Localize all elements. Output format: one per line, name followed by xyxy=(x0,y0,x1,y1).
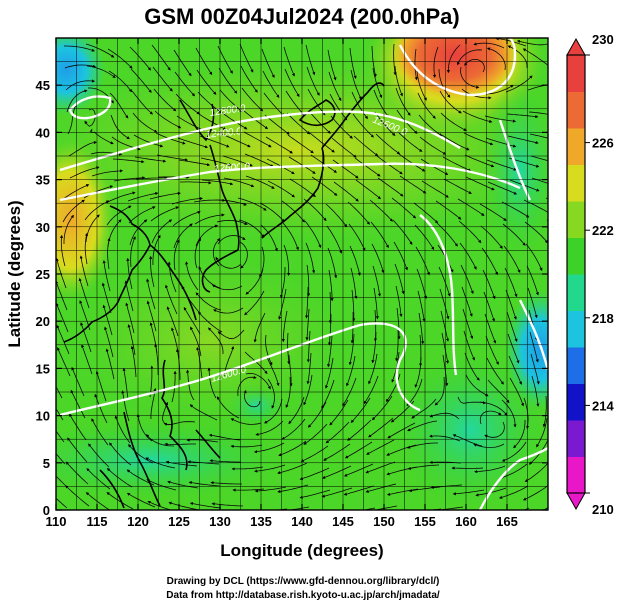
y-tick-label: 5 xyxy=(43,456,50,471)
colorbar-segment xyxy=(567,201,585,238)
colorbar-segment xyxy=(567,274,585,311)
y-tick-label: 25 xyxy=(36,267,50,282)
y-axis: 0 5 10 15 20 25 30 35 40 45 xyxy=(36,78,548,518)
y-tick-label: 20 xyxy=(36,314,50,329)
svg-text:12600.0: 12600.0 xyxy=(213,161,250,175)
colorbar-segment xyxy=(567,237,585,275)
colorbar: 210 214 218 222 226 230 xyxy=(566,32,614,517)
y-tick-label: 40 xyxy=(36,125,50,140)
svg-text:12400.0: 12400.0 xyxy=(205,126,243,141)
colorbar-tick-label: 210 xyxy=(592,502,614,517)
x-tick-label: 130 xyxy=(209,514,231,529)
x-tick-label: 145 xyxy=(332,514,354,529)
colorbar-tick-label: 226 xyxy=(592,136,614,151)
x-tick-label: 135 xyxy=(250,514,272,529)
credit-line-1: Drawing by DCL (https://www.gfd-dennou.o… xyxy=(167,576,440,587)
colorbar-tick-label: 230 xyxy=(592,32,614,47)
colorbar-segment xyxy=(567,420,585,457)
x-tick-label: 140 xyxy=(291,514,313,529)
colorbar-segment xyxy=(567,310,585,348)
svg-text:12800.0: 12800.0 xyxy=(209,103,247,119)
y-tick-label: 10 xyxy=(36,409,50,424)
colorbar-segment xyxy=(567,456,585,494)
credit-line-2: Data from http://database.rish.kyoto-u.a… xyxy=(166,590,440,601)
y-tick-label: 30 xyxy=(36,220,50,235)
x-tick-label: 120 xyxy=(127,514,149,529)
y-tick-label: 15 xyxy=(36,361,50,376)
x-tick-label: 115 xyxy=(87,514,108,529)
y-axis-label: Latitude (degrees) xyxy=(5,200,24,347)
x-tick-label: 160 xyxy=(455,514,477,529)
colorbar-tick-label: 222 xyxy=(592,223,614,238)
y-tick-label: 35 xyxy=(36,173,50,188)
plot-area: 12800.0 12400.0 12600.0 12600.0 12600.0 xyxy=(56,38,548,510)
colorbar-min-triangle xyxy=(566,492,586,511)
y-tick-label: 45 xyxy=(36,78,50,93)
x-axis: 110 115 120 125 130 135 140 145 150 155 160 165 xyxy=(46,38,518,529)
y-tick-label: 0 xyxy=(43,503,50,518)
x-tick-label: 155 xyxy=(414,514,436,529)
chart-title: GSM 00Z04Jul2024 (200.0hPa) xyxy=(144,4,460,29)
colorbar-segment xyxy=(567,128,585,165)
colorbar-segment xyxy=(567,55,585,92)
x-axis-label: Longitude (degrees) xyxy=(220,541,383,560)
x-tick-label: 125 xyxy=(168,514,190,529)
colorbar-tick-label: 218 xyxy=(592,311,614,326)
colorbar-segment xyxy=(567,347,585,384)
colorbar-tick-label: 214 xyxy=(592,398,614,413)
x-tick-label: 165 xyxy=(496,514,518,529)
x-tick-label: 150 xyxy=(373,514,395,529)
colorbar-max-triangle xyxy=(566,37,586,56)
colorbar-segment xyxy=(567,164,585,202)
colorbar-segment xyxy=(567,91,585,129)
x-tick-label: 110 xyxy=(46,514,67,529)
colorbar-segment xyxy=(567,383,585,421)
